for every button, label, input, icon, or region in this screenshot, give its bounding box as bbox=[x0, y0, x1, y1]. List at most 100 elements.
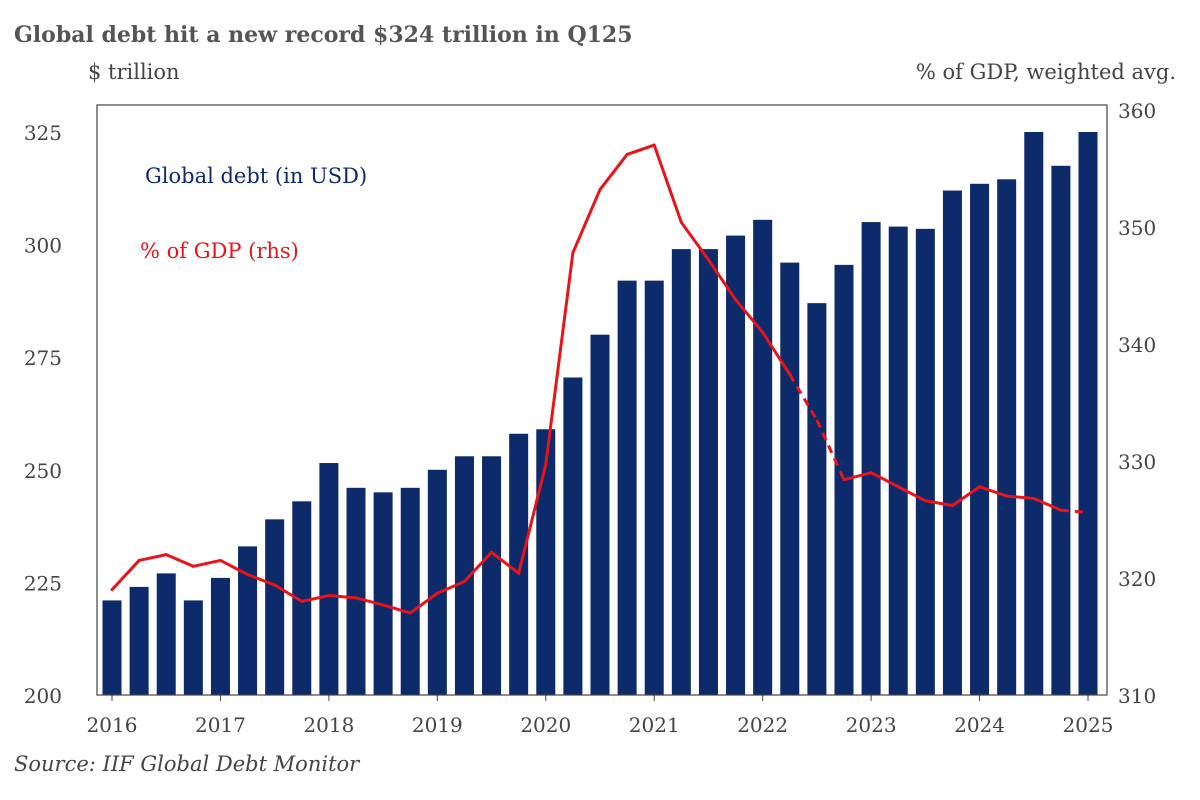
right-tick-label: 330 bbox=[1118, 450, 1156, 474]
bar-2020Q4 bbox=[617, 280, 637, 695]
source-note: Source: IIF Global Debt Monitor bbox=[14, 752, 360, 776]
right-tick-label: 340 bbox=[1118, 333, 1156, 357]
bar-2018Q1 bbox=[319, 463, 339, 695]
line-segment-2017Q1 bbox=[218, 558, 250, 576]
right-tick-label: 350 bbox=[1118, 216, 1156, 240]
chart-title: Global debt hit a new record $324 trilli… bbox=[14, 22, 633, 48]
line-segment-2020Q2 bbox=[571, 188, 602, 255]
left-tick-label: 225 bbox=[24, 571, 62, 595]
bar-2016Q4 bbox=[183, 600, 203, 695]
x-tick-label: 2017 bbox=[195, 713, 246, 737]
bar-2020Q1 bbox=[536, 429, 556, 695]
x-tick-label: 2019 bbox=[412, 713, 463, 737]
line-segment-2023Q2 bbox=[896, 485, 927, 503]
bar-2023Q2 bbox=[888, 226, 908, 696]
line-segment-2017Q2 bbox=[246, 572, 277, 587]
bar-2024Q2 bbox=[997, 179, 1017, 696]
line-segment-2022Q2 bbox=[788, 373, 819, 421]
line-segment-2016Q3 bbox=[164, 553, 195, 568]
line-segment-2024Q1 bbox=[978, 485, 1009, 498]
line-segment-2023Q4 bbox=[950, 485, 982, 507]
line-segment-2022Q1 bbox=[761, 330, 792, 376]
bar-2024Q3 bbox=[1024, 132, 1044, 695]
bar-2024Q1 bbox=[970, 183, 990, 695]
left-axis-label: $ trillion bbox=[88, 60, 180, 84]
bar-2021Q1 bbox=[644, 280, 664, 695]
plot-frame bbox=[96, 104, 1108, 696]
line-segment-2021Q1 bbox=[652, 143, 683, 224]
x-tick-label: 2021 bbox=[629, 713, 680, 737]
left-tick-label: 275 bbox=[24, 346, 62, 370]
right-tick-label: 310 bbox=[1118, 684, 1156, 708]
line-segment-2022Q3 bbox=[815, 419, 846, 481]
x-tick-label: 2023 bbox=[846, 713, 897, 737]
line-segment-2020Q1 bbox=[544, 251, 575, 467]
line-segment-2018Q2 bbox=[354, 596, 385, 607]
left-tick-label: 325 bbox=[24, 121, 62, 145]
bar-2019Q1 bbox=[427, 469, 447, 695]
left-tick-label: 200 bbox=[24, 684, 62, 708]
bar-2018Q4 bbox=[400, 487, 420, 695]
line-segment-2019Q2 bbox=[462, 550, 494, 584]
line-segment-2020Q4 bbox=[625, 143, 656, 156]
line-segment-2016Q4 bbox=[191, 558, 222, 568]
bar-2023Q1 bbox=[861, 222, 881, 695]
line-segment-2019Q1 bbox=[435, 580, 466, 595]
right-tick-label: 320 bbox=[1118, 567, 1156, 591]
legend-bars: Global debt (in USD) bbox=[145, 164, 367, 188]
bar-2024Q4 bbox=[1051, 165, 1071, 695]
bar-2020Q3 bbox=[590, 334, 610, 695]
bar-2017Q2 bbox=[238, 546, 258, 695]
bar-2016Q3 bbox=[156, 573, 176, 695]
line-segment-2018Q3 bbox=[381, 603, 412, 615]
line-segment-2021Q4 bbox=[734, 298, 765, 334]
bar-2019Q3 bbox=[482, 456, 502, 695]
right-axis-label: % of GDP, weighted avg. bbox=[915, 60, 1176, 84]
bar-2017Q4 bbox=[292, 501, 312, 695]
bar-2017Q3 bbox=[265, 519, 285, 695]
x-tick-label: 2024 bbox=[954, 713, 1005, 737]
line-segment-2022Q4 bbox=[842, 471, 873, 482]
x-tick-label: 2025 bbox=[1063, 713, 1114, 737]
bar-2016Q1 bbox=[102, 600, 122, 695]
line-segment-2024Q3 bbox=[1032, 496, 1063, 512]
bar-2023Q4 bbox=[942, 190, 962, 695]
legend-line: % of GDP (rhs) bbox=[140, 239, 299, 263]
bar-2022Q3 bbox=[807, 303, 827, 695]
bar-2017Q1 bbox=[210, 577, 230, 695]
line-segment-2019Q3 bbox=[490, 550, 521, 575]
bar-2021Q3 bbox=[698, 249, 718, 695]
line-segment-2021Q2 bbox=[679, 220, 710, 262]
line-segment-2018Q4 bbox=[408, 591, 439, 615]
bar-2021Q4 bbox=[726, 235, 746, 696]
bar-2019Q4 bbox=[509, 433, 529, 695]
bar-2023Q3 bbox=[915, 228, 935, 695]
left-tick-label: 300 bbox=[24, 234, 62, 258]
line-segment-2018Q1 bbox=[327, 594, 358, 600]
line-segment-2017Q4 bbox=[300, 594, 331, 603]
line-segment-2023Q3 bbox=[923, 499, 954, 507]
bar-2022Q2 bbox=[780, 262, 800, 695]
bar-2019Q2 bbox=[454, 456, 474, 695]
bar-2022Q1 bbox=[753, 219, 773, 695]
line-segment-2016Q2 bbox=[137, 553, 168, 562]
bar-2020Q2 bbox=[563, 377, 583, 695]
x-tick-label: 2016 bbox=[87, 713, 138, 737]
right-tick-label: 360 bbox=[1118, 99, 1156, 123]
line-segment-2016Q1 bbox=[110, 558, 141, 592]
line-segment-2023Q1 bbox=[869, 471, 900, 489]
line-segment-2024Q4 bbox=[1060, 508, 1089, 514]
x-tick-label: 2018 bbox=[303, 713, 354, 737]
line-segment-2020Q3 bbox=[598, 152, 629, 192]
line-segment-2021Q3 bbox=[706, 258, 738, 302]
line-segment-2017Q3 bbox=[273, 583, 304, 603]
bar-2021Q2 bbox=[671, 249, 691, 695]
line-segment-2024Q2 bbox=[1005, 494, 1036, 500]
left-tick-label: 250 bbox=[24, 459, 62, 483]
x-tick-label: 2020 bbox=[520, 713, 571, 737]
bar-2016Q2 bbox=[129, 586, 149, 695]
x-tick-label: 2022 bbox=[737, 713, 788, 737]
line-segment-2019Q4 bbox=[517, 463, 548, 575]
bar-2025Q1 bbox=[1078, 132, 1098, 695]
